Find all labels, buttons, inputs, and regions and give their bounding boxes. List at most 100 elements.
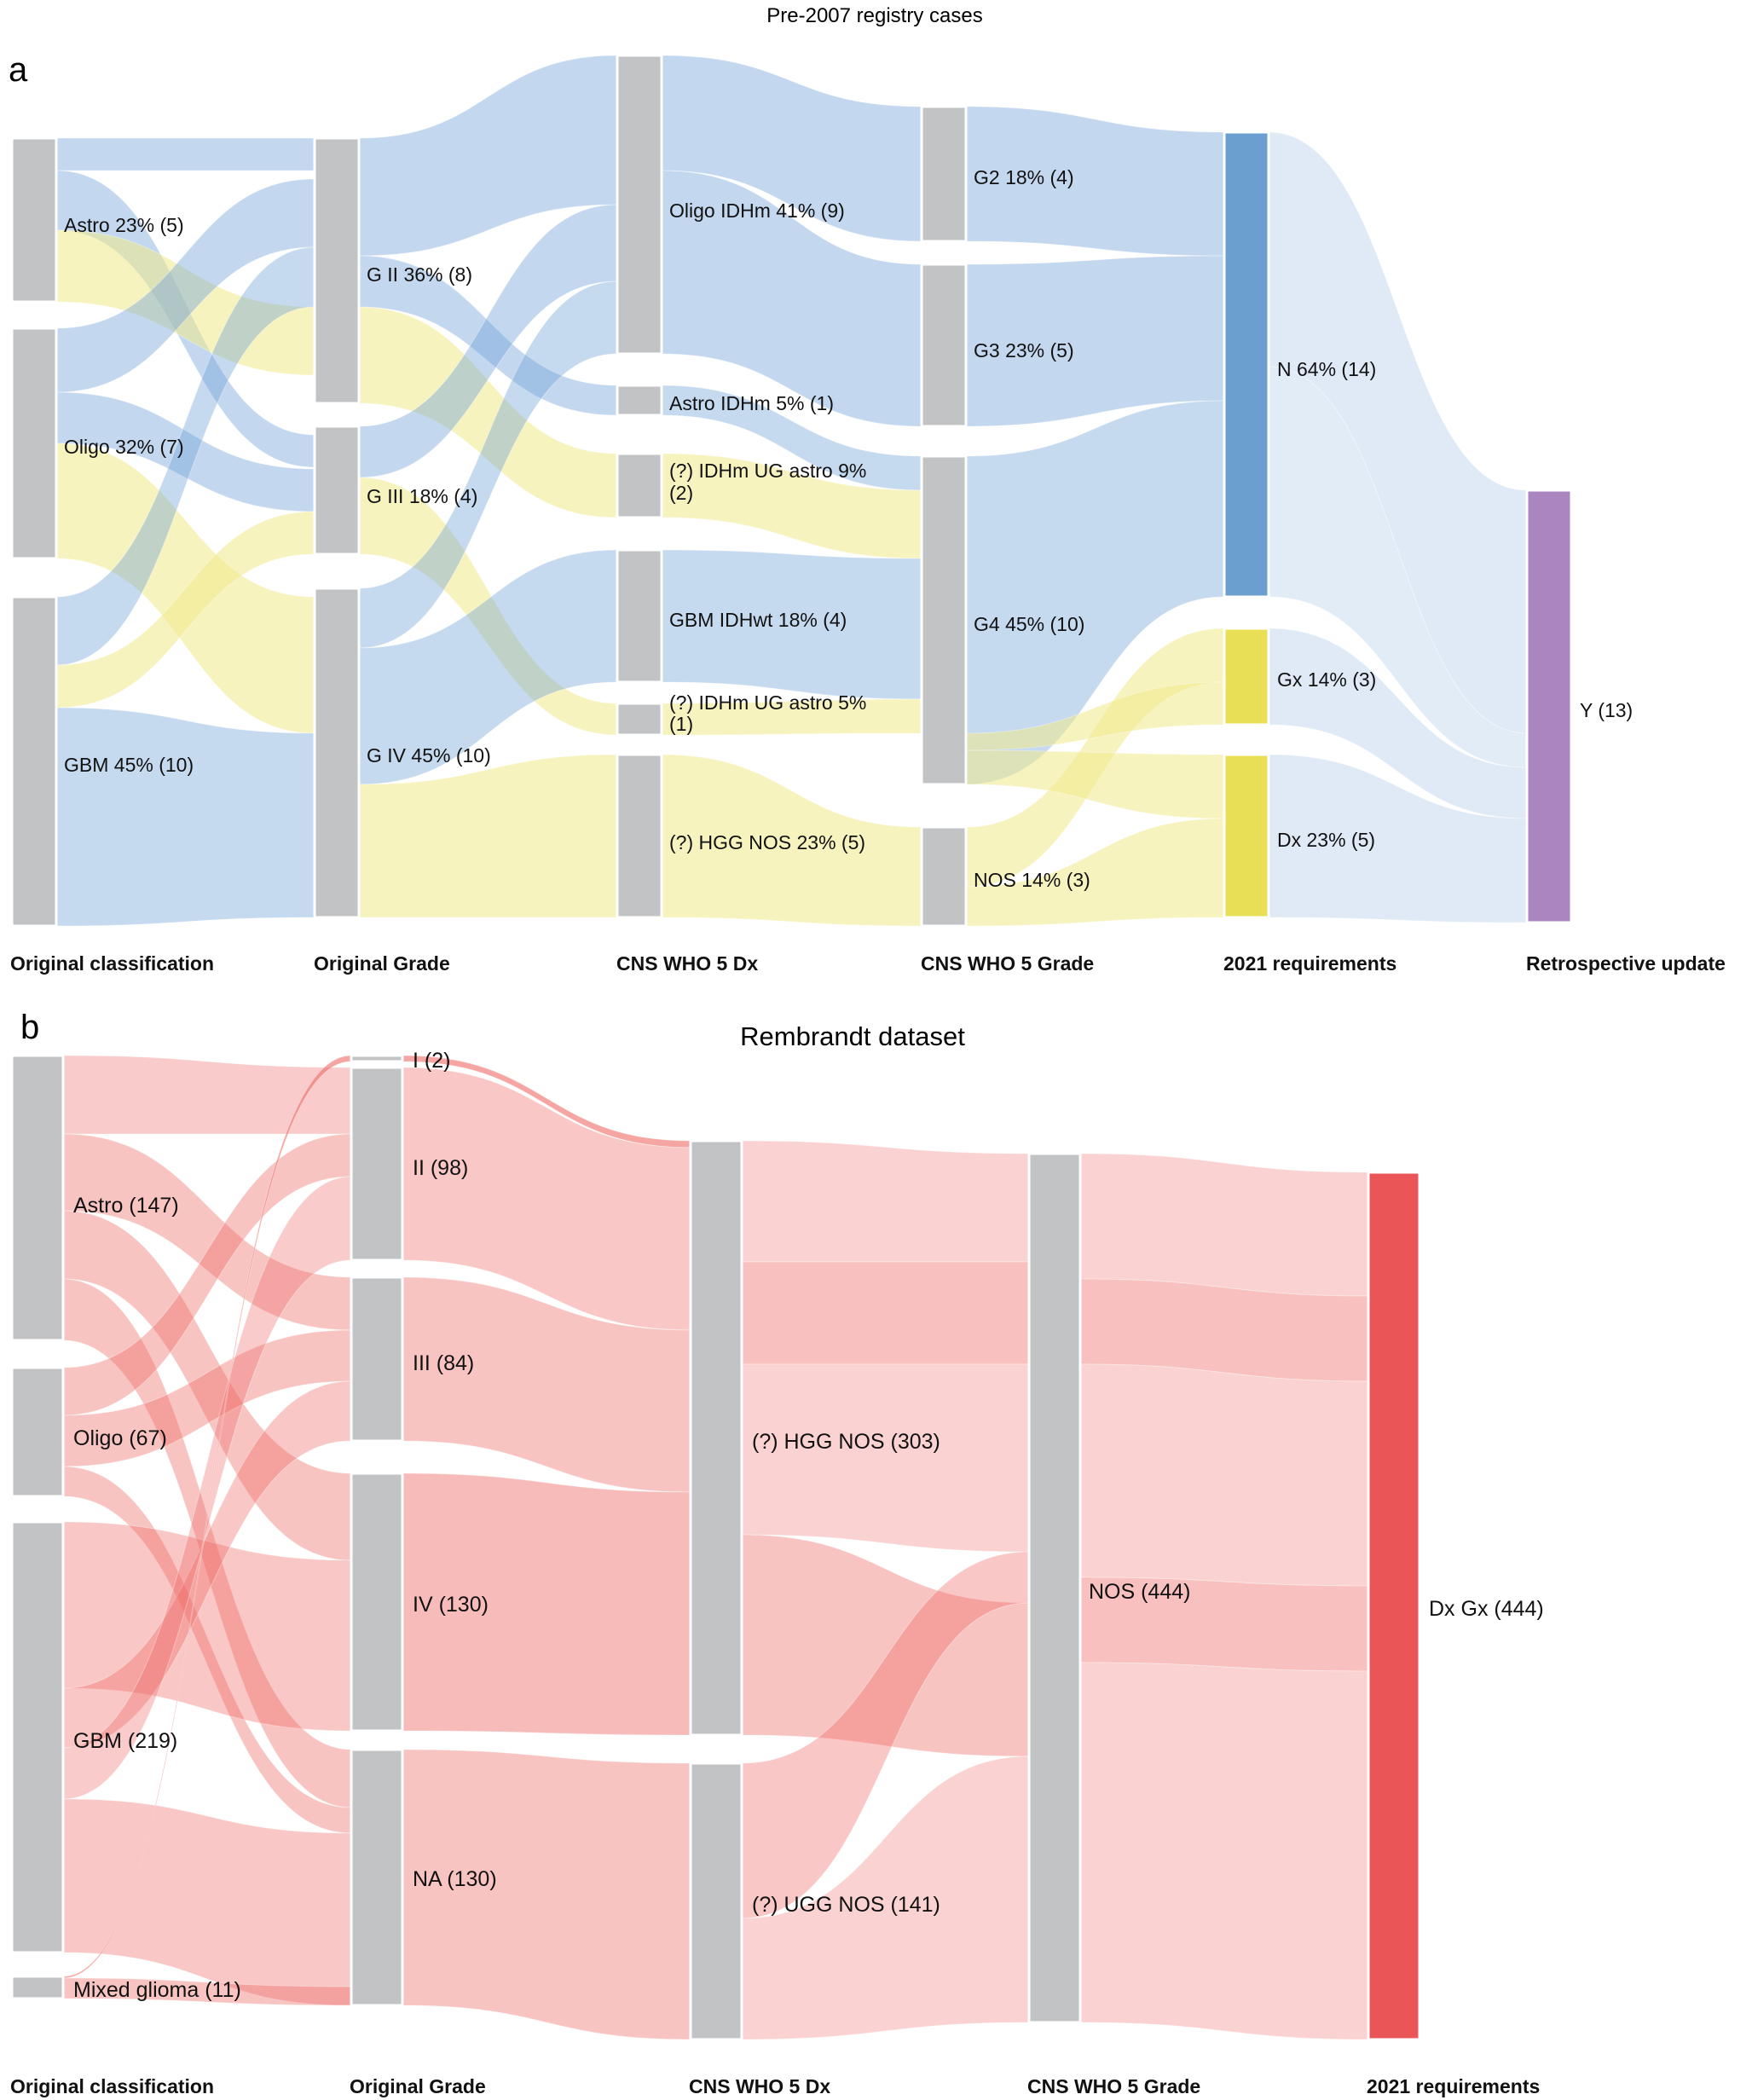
sankey-node — [1525, 489, 1573, 924]
sankey-node — [920, 454, 968, 786]
panel-b-title: Rembrandt dataset — [740, 1021, 965, 1051]
node-label-a-giii: G III 18% (4) — [367, 485, 477, 507]
panel-b-node-labels: Astro (147) Oligo (67) GBM (219) Mixed g… — [73, 1049, 1544, 2002]
panel-a-title: Pre-2007 registry cases — [766, 4, 982, 27]
node-label-a-g4: G4 45% (10) — [974, 613, 1084, 635]
node-label-a-gii: G II 36% (8) — [367, 263, 472, 286]
panel-a-node-labels: Astro 23% (5) Oligo 32% (7) GBM 45% (10)… — [64, 166, 1633, 891]
flow-ribbon — [1079, 1153, 1369, 1297]
flow-ribbon — [741, 1363, 1030, 1553]
sankey-node — [10, 1366, 65, 1498]
node-label-a-nos: NOS 14% (3) — [974, 869, 1090, 891]
node-label-b-iii: III (84) — [413, 1351, 474, 1375]
sankey-node — [616, 54, 663, 356]
panel-b: b Rembrandt dataset Astro (147) Oligo (6… — [10, 1009, 1544, 2097]
panel-letter-a: a — [9, 51, 28, 89]
flow-ribbon — [62, 1798, 352, 2006]
sankey-node — [10, 327, 58, 560]
node-label-a-g2: G2 18% (4) — [974, 166, 1074, 188]
stage-label-b-1: Original Grade — [350, 2075, 486, 2097]
stage-label-a-3: CNS WHO 5 Grade — [921, 952, 1094, 975]
sankey-node — [1223, 753, 1270, 919]
stage-label-a-0: Original classification — [10, 952, 214, 975]
node-label-a-oligo-idhm: Oligo IDHm 41% (9) — [669, 200, 845, 222]
sankey-node — [350, 1748, 404, 2007]
node-label-b-dxgx: Dx Gx (444) — [1429, 1597, 1544, 1621]
node-label-a-oligo: Oligo 32% (7) — [64, 436, 184, 458]
stage-label-b-2: CNS WHO 5 Dx — [689, 2075, 830, 2097]
node-label-b-nos: NOS (444) — [1089, 1580, 1190, 1604]
stage-label-b-4: 2021 requirements — [1367, 2075, 1540, 2097]
node-label-a-ug-astro-9: (?) IDHm UG astro 9% — [669, 460, 866, 482]
node-label-a-gx: Gx 14% (3) — [1277, 668, 1376, 691]
sankey-node — [689, 1139, 743, 1737]
node-label-a-dx: Dx 23% (5) — [1277, 829, 1375, 851]
sankey-node — [920, 825, 968, 928]
sankey-node — [616, 548, 663, 684]
flow-ribbon — [1268, 366, 1528, 768]
node-label-a-g3: G3 23% (5) — [974, 339, 1074, 362]
sankey-node — [313, 136, 361, 405]
sankey-node — [350, 1054, 404, 1063]
stage-label-a-4: 2021 requirements — [1223, 952, 1396, 975]
flow-ribbon — [965, 749, 1225, 819]
sankey-node — [10, 136, 58, 304]
node-label-b-hgg-nos: (?) HGG NOS (303) — [752, 1430, 940, 1454]
panel-a: a Pre-2007 registry cases Astro 23% (5) … — [9, 4, 1726, 975]
node-label-a-astro-idhm: Astro IDHm 5% (1) — [669, 392, 834, 414]
stage-label-b-3: CNS WHO 5 Grade — [1027, 2075, 1200, 2097]
panel-a-stage-labels: Original classification Original Grade C… — [10, 952, 1726, 975]
node-label-a-ug-astro-5-count: (1) — [669, 713, 693, 735]
panel-letter-b: b — [20, 1009, 39, 1046]
sankey-node — [350, 1066, 404, 1262]
node-label-b-gbm: GBM (219) — [73, 1729, 177, 1753]
sankey-node — [10, 1520, 65, 1954]
node-label-a-y: Y (13) — [1580, 699, 1633, 721]
stage-label-a-1: Original Grade — [314, 952, 450, 975]
panel-b-stage-labels: Original classification Original Grade C… — [10, 2075, 1540, 2097]
sankey-node — [1223, 627, 1270, 726]
flow-ribbon — [741, 1261, 1030, 1365]
flow-ribbon — [55, 137, 315, 171]
sankey-node — [920, 105, 968, 243]
sankey-node — [1367, 1171, 1421, 2041]
sankey-node — [10, 1054, 65, 1342]
stage-label-b-0: Original classification — [10, 2075, 214, 2097]
node-label-a-astro: Astro 23% (5) — [64, 214, 184, 236]
node-label-b-i: I (2) — [413, 1049, 450, 1073]
panel-a-flows — [55, 55, 1528, 927]
sankey-node — [1223, 130, 1270, 599]
node-label-a-gbm-idhwt: GBM IDHwt 18% (4) — [669, 609, 847, 631]
sankey-node — [920, 263, 968, 428]
sankey-node — [10, 1975, 65, 2000]
node-label-b-mixed: Mixed glioma (11) — [73, 1978, 241, 2002]
node-label-a-gbm: GBM 45% (10) — [64, 754, 194, 776]
sankey-node — [313, 587, 361, 919]
node-label-a-ug-astro-5: (?) IDHm UG astro 5% — [669, 691, 866, 714]
stage-label-a-5: Retrospective update — [1526, 952, 1726, 975]
sankey-node — [350, 1276, 404, 1443]
flow-ribbon — [62, 1055, 352, 1135]
node-label-b-na: NA (130) — [413, 1867, 497, 1891]
flow-ribbon — [55, 707, 315, 927]
sankey-node — [10, 595, 58, 928]
node-label-b-astro: Astro (147) — [73, 1194, 179, 1218]
node-label-a-n: N 64% (14) — [1277, 358, 1376, 380]
sankey-node — [313, 425, 361, 556]
sankey-node — [616, 702, 663, 737]
sankey-node — [350, 1472, 404, 1733]
flow-ribbon — [1079, 1662, 1369, 2040]
flow-ribbon — [741, 1140, 1030, 1263]
sankey-node — [1027, 1152, 1082, 2024]
panel-b-flows — [62, 1055, 1369, 2040]
node-label-b-ii: II (98) — [413, 1156, 468, 1180]
sankey-node — [616, 452, 663, 519]
stage-label-a-2: CNS WHO 5 Dx — [616, 952, 758, 975]
flow-ribbon — [402, 1749, 691, 2040]
flow-ribbon — [1079, 1363, 1369, 1587]
sankey-node — [616, 753, 663, 919]
node-label-a-ug-astro-9-count: (2) — [669, 482, 693, 504]
node-label-b-ugg-nos: (?) UGG NOS (141) — [752, 1893, 940, 1917]
sankey-node — [689, 1762, 743, 2041]
